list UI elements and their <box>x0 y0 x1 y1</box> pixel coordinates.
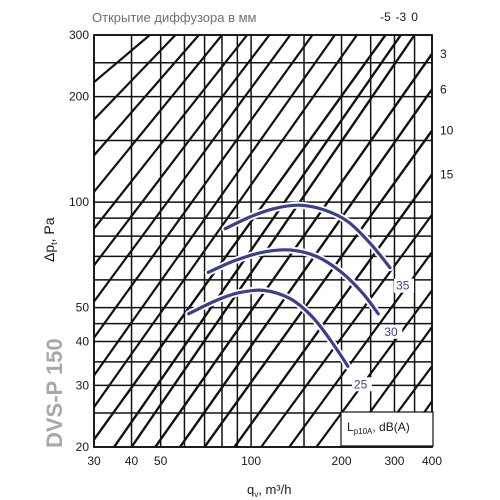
opening-label--3: -3 <box>395 10 406 24</box>
noise-curve-35 <box>223 203 392 270</box>
diagonal-line <box>94 35 151 84</box>
diagonal-line <box>94 35 336 377</box>
legend-frame <box>340 411 434 447</box>
x-axis-label: qv, m³/h <box>247 482 291 499</box>
y-tick-30: 30 <box>76 378 90 392</box>
opening-line-6 <box>179 88 432 447</box>
y-tick-100: 100 <box>69 195 89 209</box>
noise-label-25: 25 <box>354 377 368 391</box>
noise-label-bg-30 <box>382 324 403 339</box>
x-tick-30: 30 <box>87 454 101 468</box>
diagonal-line <box>94 35 200 157</box>
y-tick-200: 200 <box>69 90 89 104</box>
diagonal-line <box>260 214 432 447</box>
plot-frame <box>93 34 433 448</box>
opening-labels: -5 -3 0 3 6 10 15 <box>380 10 454 181</box>
diagonal-line <box>94 35 248 230</box>
x-tick-200: 200 <box>332 454 352 468</box>
y-tick-50: 50 <box>76 301 90 315</box>
diagonal-line <box>94 35 314 339</box>
opening-line-10 <box>203 129 432 447</box>
x-tick-100: 100 <box>241 454 261 468</box>
diagonal-line <box>94 35 292 303</box>
chart-title: Открытие диффузора в мм <box>92 10 257 25</box>
opening-label--5: -5 <box>380 10 391 24</box>
opening-label-3: 3 <box>440 47 447 61</box>
noise-curves: 25 30 35 <box>185 201 415 392</box>
y-axis-label: Δpt, Pa <box>41 217 59 262</box>
noise-curve-30 <box>206 248 380 316</box>
x-tick-300: 300 <box>384 454 404 468</box>
noise-label-bg-25 <box>351 377 372 392</box>
opening-label-15: 15 <box>440 167 454 181</box>
x-tick-50: 50 <box>154 454 168 468</box>
x-tick-40: 40 <box>125 454 139 468</box>
model-label: DVS-P 150 <box>42 338 67 448</box>
y-tick-40: 40 <box>76 335 90 349</box>
diagonal-line <box>315 289 432 447</box>
opening-line-15 <box>233 173 432 447</box>
x-tick-labels: 30 40 50 100 200 300 400 <box>87 454 442 468</box>
diagonal-line <box>94 35 358 408</box>
noise-curve-25 <box>187 288 350 368</box>
y-tick-labels: 20 30 40 50 100 200 300 <box>69 28 89 454</box>
opening-lines <box>94 35 432 447</box>
opening-line-0 <box>130 35 416 447</box>
diagonal-line <box>94 35 271 267</box>
opening-label-10: 10 <box>440 124 454 138</box>
opening-label-6: 6 <box>440 82 447 96</box>
opening-line--5 <box>94 35 387 441</box>
y-tick-20: 20 <box>76 440 90 454</box>
opening-label-0: 0 <box>411 10 418 24</box>
y-tick-300: 300 <box>69 28 89 42</box>
legend-box: Lp10A, dB(A) <box>340 411 434 447</box>
diagonal-line <box>94 35 177 121</box>
legend-text: Lp10A, dB(A) <box>347 420 410 436</box>
noise-label-bg-35 <box>394 278 415 293</box>
noise-label-35: 35 <box>396 279 410 293</box>
x-tick-400: 400 <box>422 454 442 468</box>
opening-line--3 <box>113 35 402 447</box>
grid <box>93 34 433 448</box>
diagonal-line <box>94 35 223 193</box>
noise-label-30: 30 <box>384 325 398 339</box>
